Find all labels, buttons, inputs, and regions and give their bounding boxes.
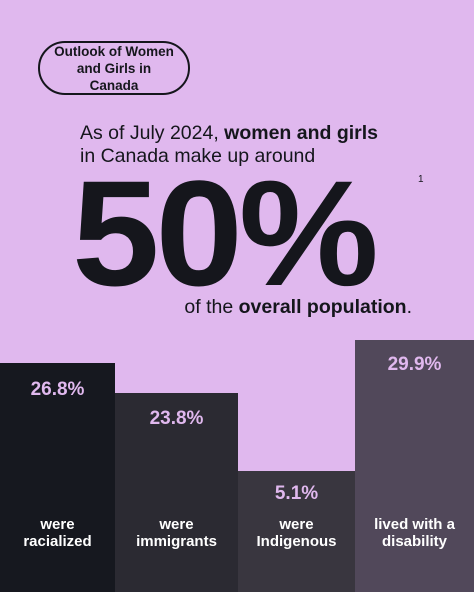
- stat-value: 5.1%: [274, 483, 319, 504]
- period: .: [406, 296, 412, 318]
- intro-rest: in Canada make up around: [80, 145, 316, 167]
- stat-caption: were immigrants: [136, 516, 217, 550]
- stat-bar: 26.8%: [0, 363, 115, 592]
- suffix: of the overall population.: [184, 296, 412, 319]
- intro-line: As of July 2024, women and girls: [80, 122, 378, 145]
- stat-caption: lived with a disability: [374, 516, 455, 550]
- stat-value: 23.8%: [149, 408, 204, 429]
- stat-bar: 5.1%: [238, 471, 355, 592]
- big-figure: 50%: [72, 149, 379, 317]
- stat-bar: 29.9%: [355, 340, 474, 592]
- badge-title: Outlook of Women and Girls in Canada: [54, 43, 174, 93]
- intro-emphasis: women and girls: [224, 122, 379, 144]
- intro: As of July 2024, women and girls in Cana…: [80, 122, 378, 168]
- stat-value: 29.9%: [387, 354, 442, 375]
- badge: Outlook of Women and Girls in Canada: [38, 41, 190, 95]
- stat-bar: 23.8%: [115, 393, 238, 592]
- suffix-emphasis: overall population: [238, 296, 407, 318]
- stat-value: 26.8%: [30, 379, 85, 400]
- intro-text: As of July 2024,: [80, 122, 219, 144]
- suffix-text: of the: [184, 296, 234, 318]
- stat-caption: were racialized: [23, 516, 92, 550]
- footnote: 1: [418, 174, 424, 185]
- stat-caption: were Indigenous: [256, 516, 337, 550]
